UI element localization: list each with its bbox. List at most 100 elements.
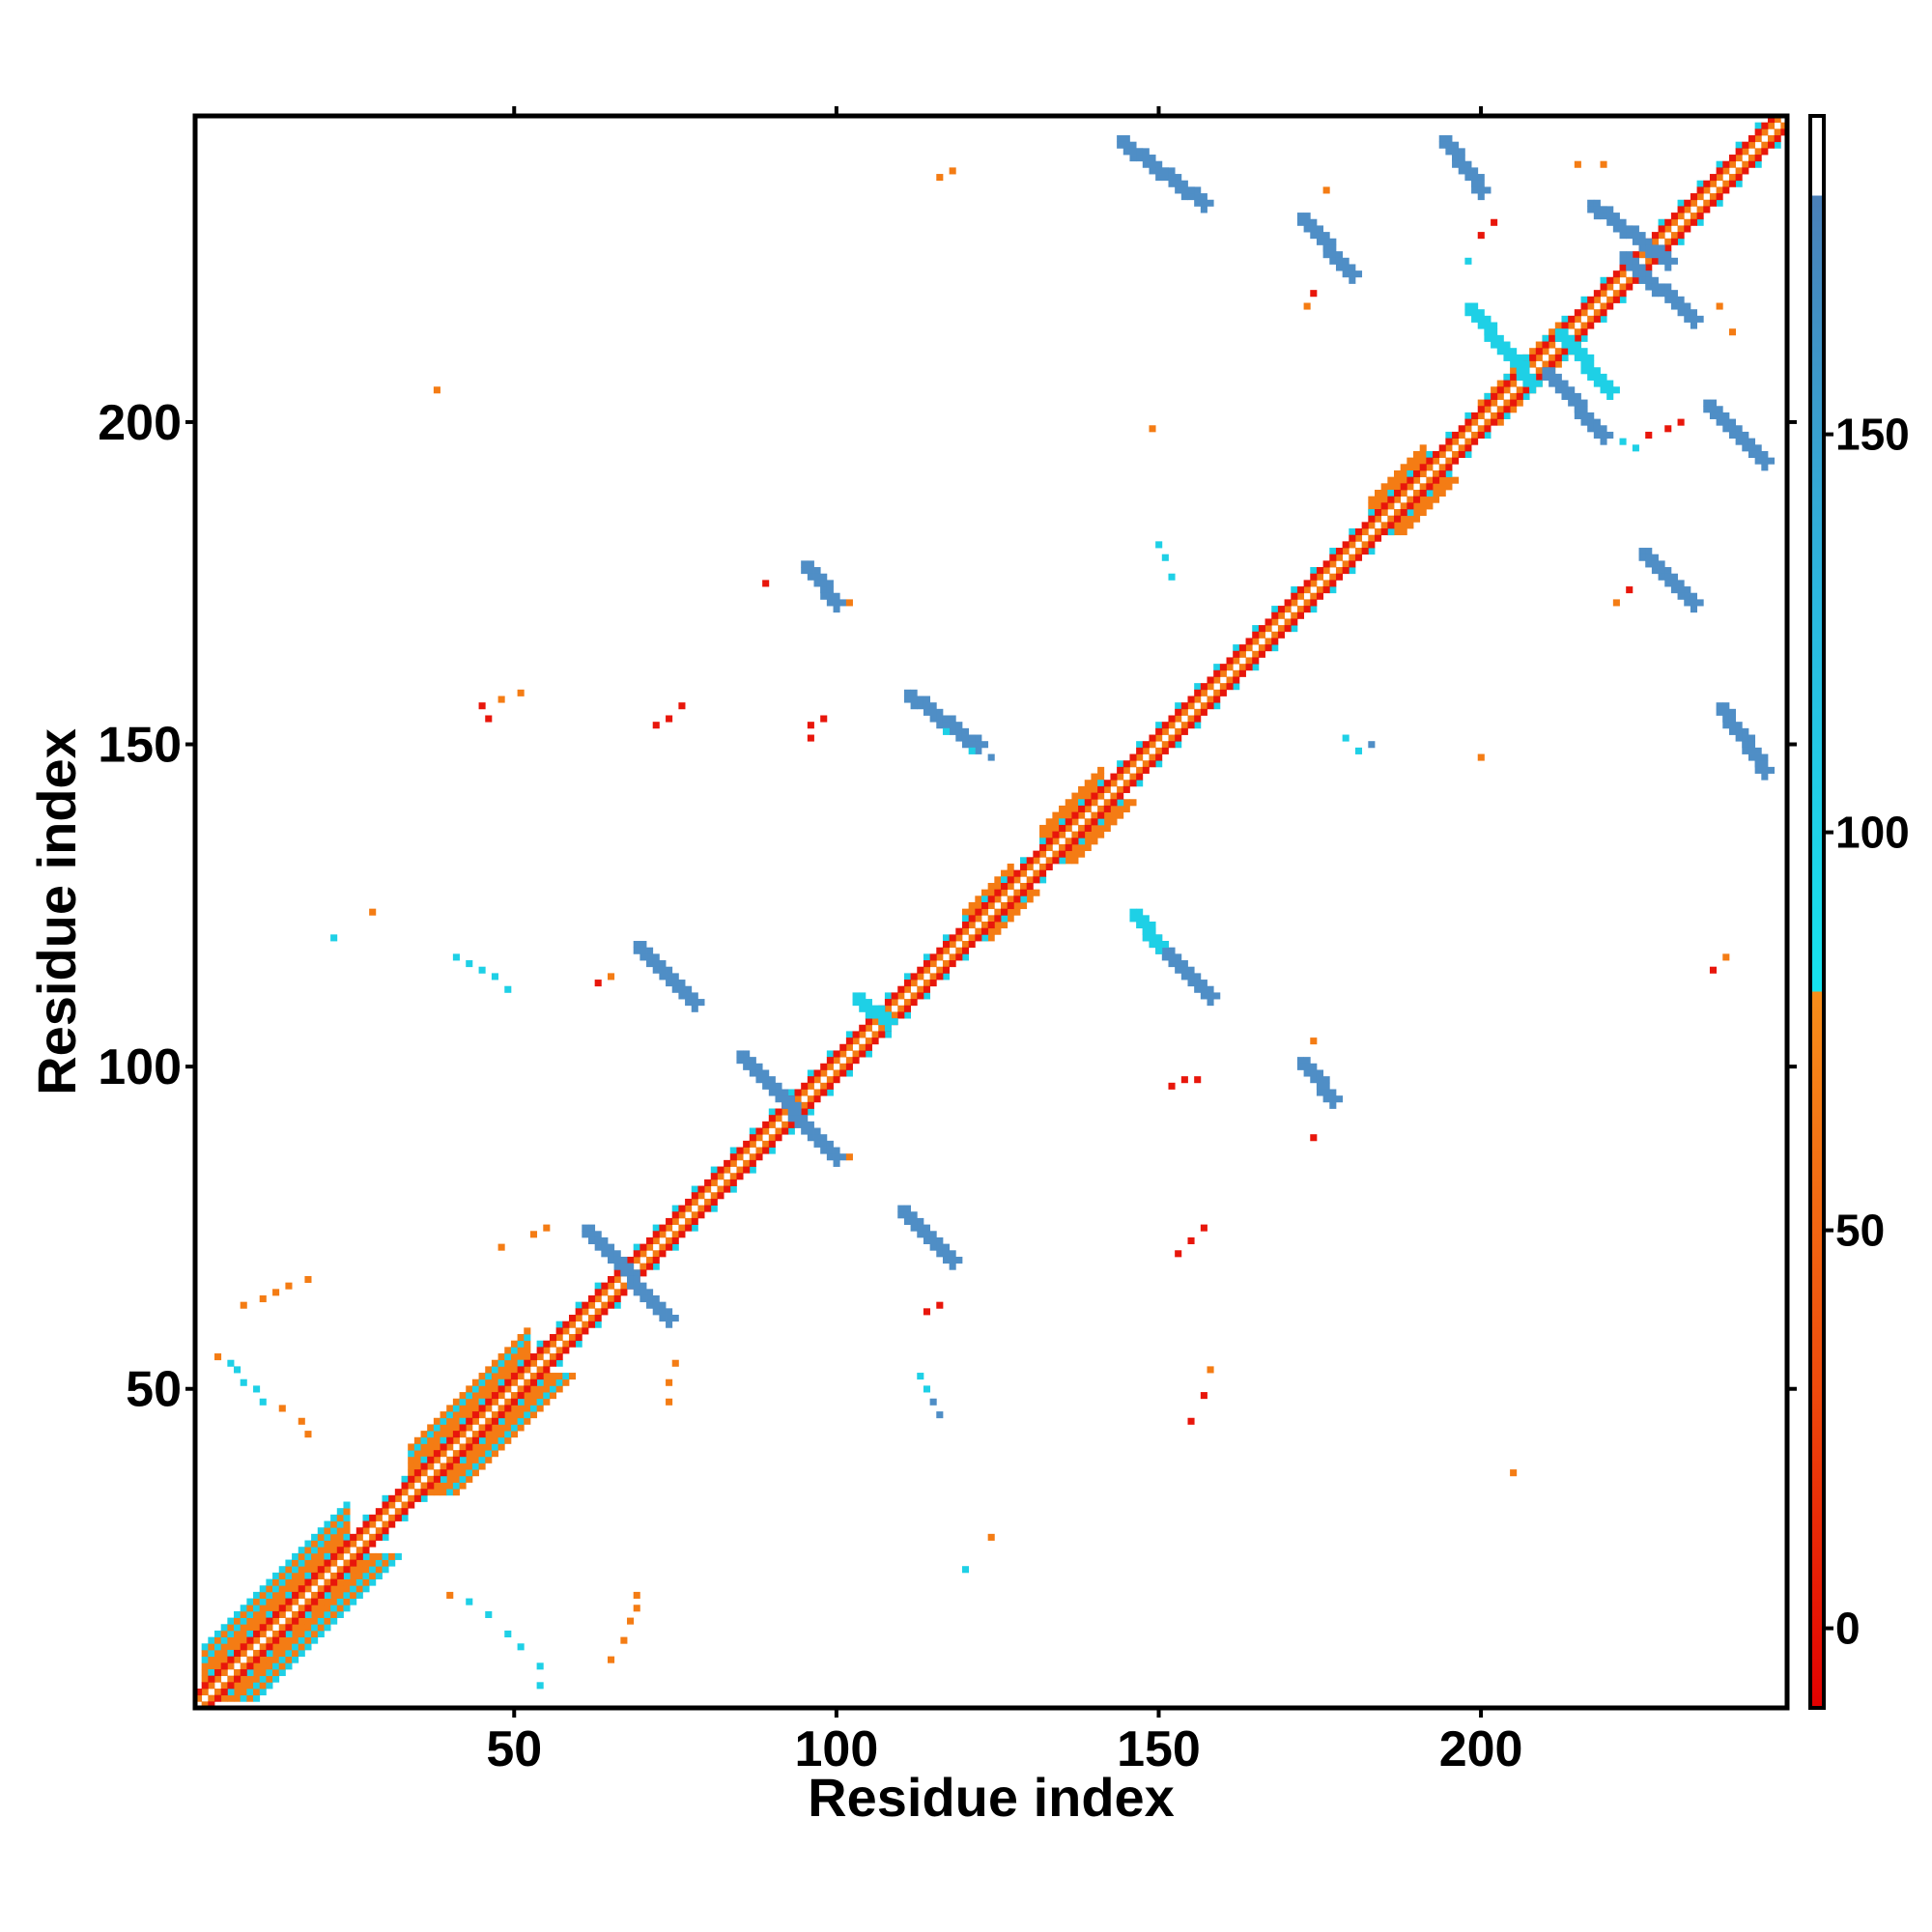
heatmap-cell	[234, 1688, 242, 1696]
heatmap-cell	[336, 1585, 344, 1593]
heatmap-cell	[1593, 309, 1601, 317]
heatmap-cell	[1194, 985, 1202, 993]
heatmap-cell	[1554, 341, 1562, 349]
heatmap-cell	[903, 980, 911, 987]
heatmap-cell	[1716, 193, 1723, 201]
heatmap-cell	[1696, 315, 1704, 323]
heatmap-cell	[401, 1501, 409, 1509]
heatmap-cell	[1400, 496, 1407, 503]
heatmap-cell	[775, 1108, 782, 1116]
heatmap-cell	[923, 953, 931, 961]
heatmap-cell	[1258, 650, 1265, 658]
heatmap-cell	[1335, 257, 1344, 265]
heatmap-cell	[208, 1701, 215, 1708]
heatmap-cell	[1207, 985, 1214, 993]
heatmap-cell	[324, 1605, 331, 1612]
heatmap-cell	[652, 722, 660, 729]
heatmap-cell	[1091, 785, 1098, 793]
heatmap-cell	[246, 1682, 254, 1690]
heatmap-cell	[272, 1668, 280, 1677]
heatmap-cell	[627, 1263, 635, 1270]
heatmap-cell	[949, 941, 956, 949]
heatmap-cell	[214, 1682, 222, 1690]
heatmap-cell	[278, 1566, 286, 1574]
heatmap-cell	[691, 1185, 698, 1193]
heatmap-cell	[1045, 831, 1053, 838]
heatmap-cell	[833, 1147, 840, 1154]
heatmap-cell	[820, 1063, 828, 1070]
heatmap-cell	[259, 1610, 267, 1618]
heatmap-cell	[968, 901, 976, 910]
heatmap-cell	[1303, 225, 1311, 233]
heatmap-cell	[1045, 838, 1053, 845]
heatmap-cell	[1496, 334, 1504, 342]
heatmap-cell	[1452, 476, 1460, 484]
heatmap-cell	[517, 1378, 525, 1386]
heatmap-cell	[253, 1598, 261, 1605]
heatmap-cell	[517, 689, 525, 696]
heatmap-cell	[466, 1475, 473, 1483]
heatmap-cell	[529, 1231, 538, 1238]
heatmap-cell	[362, 1540, 370, 1548]
heatmap-cell	[762, 1082, 770, 1090]
heatmap-cell	[1496, 392, 1504, 400]
heatmap-cell	[1491, 418, 1498, 426]
heatmap-cell	[1078, 785, 1086, 793]
heatmap-cell	[227, 1668, 235, 1677]
heatmap-cell	[1335, 573, 1344, 581]
heatmap-cell	[1554, 360, 1562, 368]
heatmap-cell	[1303, 1069, 1311, 1077]
heatmap-cell	[1529, 380, 1537, 387]
heatmap-cell	[1097, 785, 1105, 793]
heatmap-cell	[1419, 450, 1427, 459]
heatmap-cell	[1529, 360, 1537, 368]
heatmap-cell	[1638, 251, 1646, 259]
heatmap-cell	[336, 1605, 344, 1612]
heatmap-cell	[1728, 727, 1737, 735]
heatmap-cell	[1535, 360, 1543, 368]
heatmap-cell	[1245, 638, 1253, 645]
heatmap-cell	[671, 1224, 679, 1232]
heatmap-cell	[240, 1694, 247, 1702]
heatmap-cell	[317, 1578, 325, 1586]
heatmap-cell	[304, 1617, 312, 1625]
heatmap-cell	[311, 1624, 319, 1632]
heatmap-cell	[292, 1617, 299, 1625]
heatmap-cell	[408, 1482, 415, 1490]
heatmap-cell	[240, 1636, 247, 1644]
heatmap-cell	[1554, 334, 1562, 342]
heatmap-cell	[1303, 302, 1311, 310]
heatmap-cell	[1522, 354, 1530, 361]
heatmap-cell	[1059, 857, 1066, 865]
heatmap-cell	[1322, 1095, 1330, 1103]
heatmap-cell	[343, 1514, 351, 1521]
heatmap-cell	[608, 1294, 615, 1303]
heatmap-cell	[1445, 476, 1453, 484]
heatmap-cell	[1213, 683, 1221, 691]
heatmap-cell	[1122, 141, 1130, 149]
heatmap-cell	[1542, 354, 1549, 361]
heatmap-cell	[1322, 586, 1330, 594]
heatmap-cell	[1033, 850, 1040, 858]
heatmap-cell	[1219, 664, 1227, 671]
heatmap-cell	[961, 1566, 970, 1574]
heatmap-cell	[1516, 373, 1523, 381]
heatmap-cell	[1168, 167, 1176, 175]
heatmap-cell	[1078, 799, 1086, 807]
heatmap-cell	[613, 1275, 621, 1284]
heatmap-cell	[1471, 167, 1479, 175]
heatmap-cell	[1722, 953, 1730, 961]
heatmap-cell	[330, 1540, 338, 1548]
heatmap-cell	[1277, 618, 1285, 626]
heatmap-cell	[517, 1398, 525, 1406]
heatmap-cell	[1310, 1069, 1318, 1077]
heatmap-cell	[1438, 444, 1446, 452]
heatmap-cell	[304, 1559, 312, 1567]
heatmap-cell	[1406, 476, 1414, 484]
heatmap-cell	[1471, 438, 1479, 445]
heatmap-cell	[1207, 199, 1214, 207]
heatmap-cell	[350, 1547, 357, 1554]
heatmap-cell	[1329, 251, 1337, 259]
heatmap-cell	[304, 1540, 312, 1548]
heatmap-cell	[613, 1282, 621, 1290]
